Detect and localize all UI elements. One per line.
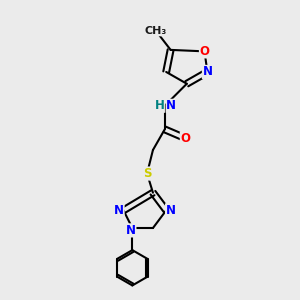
Text: N: N [166,99,176,112]
Text: CH₃: CH₃ [145,26,167,36]
Text: H: H [154,99,164,112]
Text: S: S [143,167,151,180]
Text: O: O [200,45,209,58]
Text: N: N [126,224,136,237]
Text: O: O [180,132,190,145]
Text: N: N [114,204,124,217]
Text: N: N [166,204,176,217]
Text: N: N [202,65,212,79]
